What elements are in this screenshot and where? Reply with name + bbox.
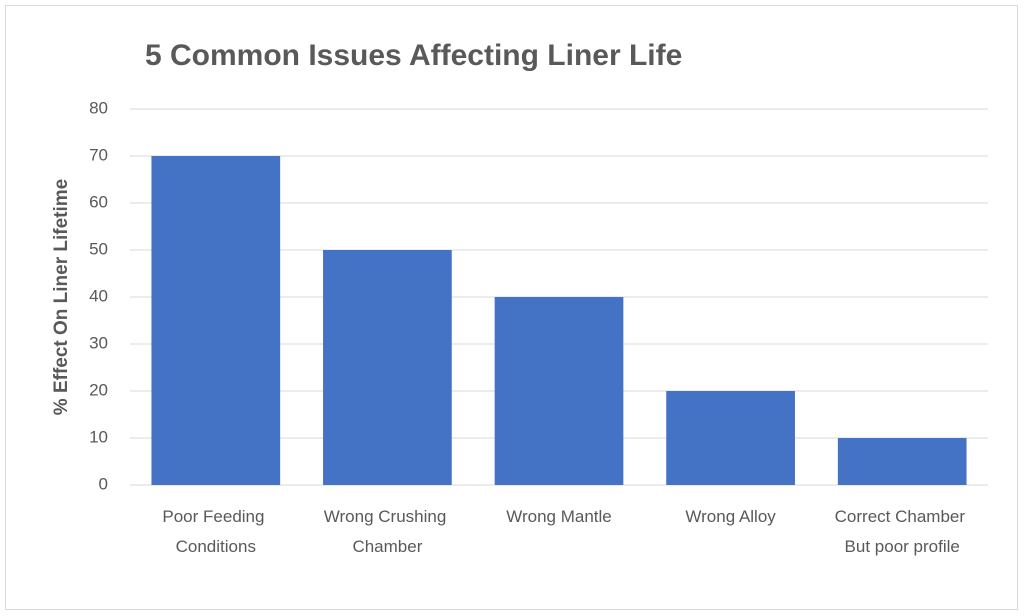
x-tick-label: Correct Chamber But poor profile bbox=[835, 507, 970, 556]
y-tick-label: 70 bbox=[89, 145, 108, 164]
bar bbox=[666, 391, 795, 485]
bar bbox=[494, 297, 624, 485]
bar bbox=[151, 156, 281, 485]
y-tick-label: 30 bbox=[89, 333, 108, 352]
bar bbox=[323, 250, 452, 485]
x-tick-label: Wrong Crushing Chamber bbox=[324, 507, 451, 556]
y-tick-label: 80 bbox=[89, 98, 108, 117]
y-axis-label: % Effect On Liner Lifetime bbox=[51, 179, 72, 415]
y-tick-label: 20 bbox=[89, 380, 108, 399]
chart-title: 5 Common Issues Affecting Liner Life bbox=[145, 39, 682, 72]
y-tick-label: 10 bbox=[89, 427, 108, 446]
x-tick-label: Poor Feeding Conditions bbox=[162, 507, 269, 556]
bar bbox=[837, 438, 967, 485]
y-tick-label: 40 bbox=[89, 286, 108, 305]
y-tick-label: 60 bbox=[89, 192, 108, 211]
x-tick-label: Wrong Mantle bbox=[506, 507, 612, 526]
x-tick-label: Wrong Alloy bbox=[685, 507, 776, 526]
y-tick-label: 0 bbox=[99, 474, 108, 493]
y-tick-label: 50 bbox=[89, 239, 108, 258]
